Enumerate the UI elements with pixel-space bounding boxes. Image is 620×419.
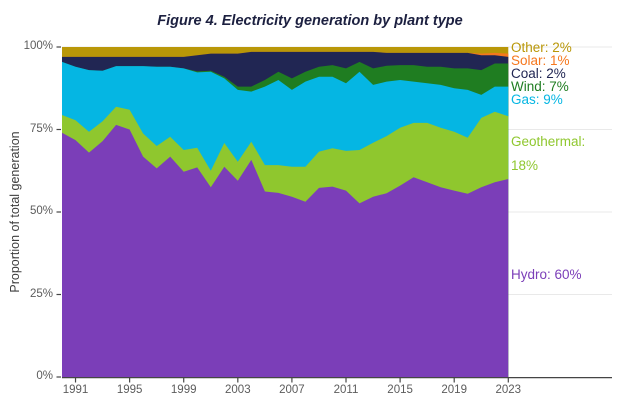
- x-tick-label-1991: 1991: [62, 384, 89, 396]
- y-tick-label-25%: 25%: [29, 287, 53, 300]
- x-tick-label-2003: 2003: [225, 384, 251, 396]
- legend-label-line: Wind: 7%: [511, 79, 569, 94]
- x-tick-label-2011: 2011: [333, 384, 359, 396]
- y-tick-label-0%: 0%: [36, 370, 53, 382]
- legend-label-solar: Solar: 1%: [511, 53, 570, 68]
- y-tick-label-50%: 50%: [29, 205, 53, 217]
- legend-label-line: Solar: 1%: [511, 53, 570, 68]
- legend-label-line: Coal: 2%: [511, 66, 566, 81]
- chart-title: Figure 4. Electricity generation by plan…: [157, 13, 463, 29]
- legend-label-line: Geothermal:: [511, 134, 586, 149]
- legend-label-gas: Gas: 9%: [511, 92, 563, 107]
- legend-label-hydro: Hydro: 60%: [511, 267, 582, 282]
- legend-label-coal: Coal: 2%: [511, 66, 566, 81]
- x-tick-label-2007: 2007: [279, 384, 305, 396]
- area-hydro: [62, 124, 509, 378]
- legend-label-line: Gas: 9%: [511, 92, 563, 107]
- y-tick-label-100%: 100%: [23, 40, 53, 52]
- y-tick-label-75%: 75%: [29, 122, 53, 135]
- x-tick-label-2019: 2019: [441, 384, 467, 396]
- legend-label-other: Other: 2%: [511, 40, 572, 55]
- x-tick-label-2023: 2023: [495, 384, 522, 396]
- legend-label-line: Other: 2%: [511, 40, 572, 55]
- legend-label-line: Hydro: 60%: [511, 267, 582, 282]
- legend-label-line: 18%: [511, 158, 539, 173]
- legend-label-geothermal: Geothermal: 18%: [511, 130, 585, 178]
- x-tick-label-1995: 1995: [116, 384, 143, 396]
- x-tick-label-2015: 2015: [387, 384, 413, 396]
- legend-label-wind: Wind: 7%: [511, 79, 569, 94]
- x-tick-label-1999: 1999: [170, 384, 197, 396]
